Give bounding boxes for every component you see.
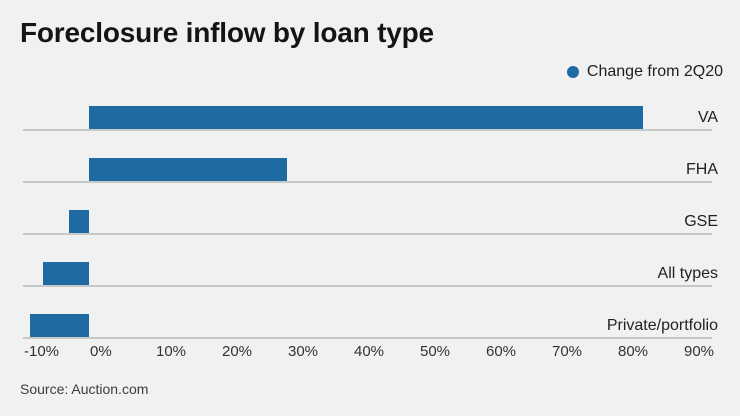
x-axis-tick-label: -10% [24,343,60,360]
x-axis-tick-label: 0% [90,343,112,360]
bar-gse [69,210,89,233]
x-axis-tick-label: 20% [222,343,253,360]
x-axis-tick-label: 90% [684,343,715,360]
chart-title: Foreclosure inflow by loan type [20,17,434,48]
legend: Change from 2Q20 [566,63,723,80]
category-label: FHA [686,161,718,178]
x-axis-tick-label: 70% [552,343,583,360]
x-axis-tick-label: 30% [288,343,319,360]
row-baseline [23,233,712,235]
row-baseline [23,337,712,339]
row-baseline [23,181,712,183]
x-axis-tick-label: 50% [420,343,451,360]
row-baseline [23,285,712,287]
x-axis-tick-label: 80% [618,343,649,360]
category-label: All types [657,265,718,282]
x-axis-tick-label: 40% [354,343,385,360]
bar-va [89,106,644,129]
category-label: VA [697,109,718,126]
category-label: GSE [684,213,718,230]
bar-fha [89,158,287,181]
category-label: Private/portfolio [606,317,718,334]
source-note: Source: Auction.com [20,381,149,397]
legend-dot-icon [566,66,579,78]
legend-label: Change from 2Q20 [586,63,723,80]
bar-private-portfolio [29,314,89,337]
x-axis-tick-label: 10% [156,343,187,360]
x-axis-tick-label: 60% [486,343,517,360]
bar-all-types [42,262,89,285]
row-baseline [23,129,712,131]
